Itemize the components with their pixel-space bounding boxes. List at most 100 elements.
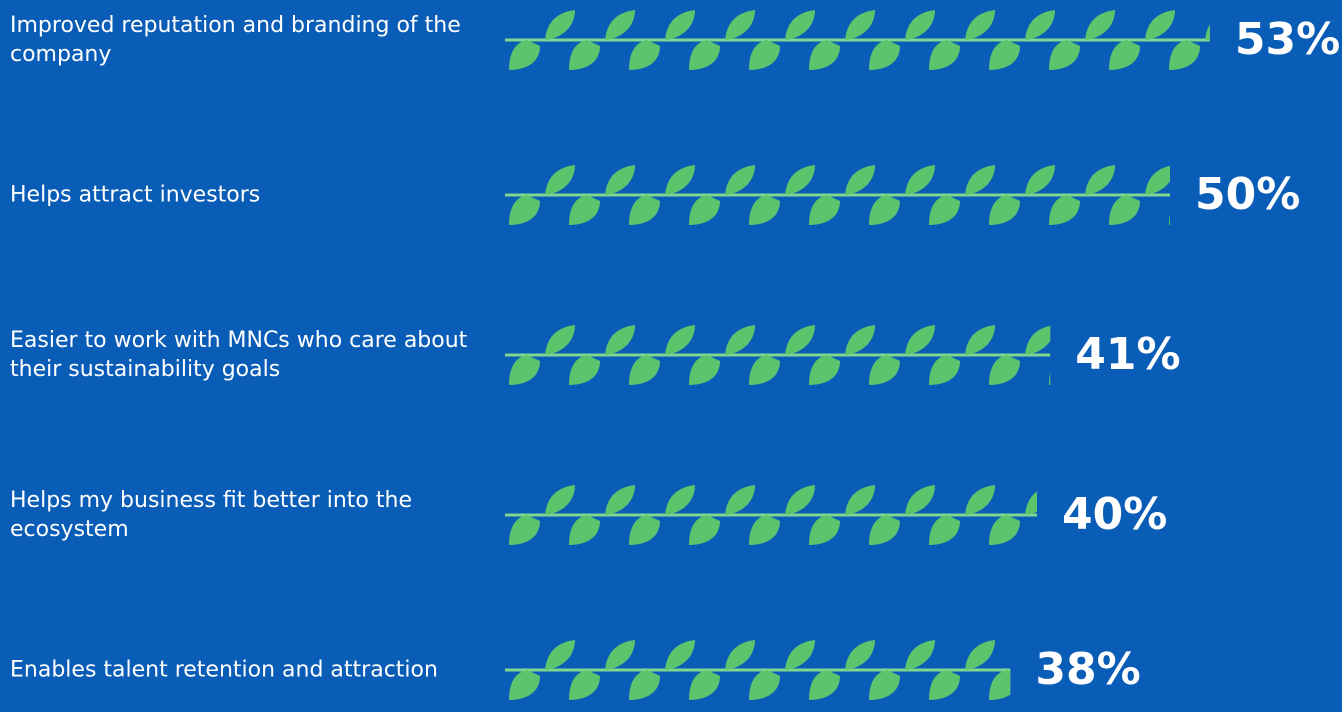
leaf: [665, 640, 695, 670]
leaf: [785, 10, 815, 40]
leaf: [1109, 195, 1140, 225]
leaf: [785, 165, 815, 195]
leaf: [1025, 165, 1055, 195]
leaf: [869, 355, 900, 385]
leaf: [1145, 10, 1175, 40]
leaf: [809, 670, 840, 700]
leaf: [785, 325, 815, 355]
leaf: [809, 195, 840, 225]
leaf: [689, 515, 720, 545]
leaf: [929, 355, 960, 385]
leaf: [1025, 325, 1051, 355]
leaf: [905, 165, 935, 195]
leaf: [929, 195, 960, 225]
leaf: [689, 670, 720, 700]
leaf: [869, 195, 900, 225]
leaf: [689, 40, 720, 70]
leaf: [665, 165, 695, 195]
leaf: [605, 485, 635, 515]
leaf: [509, 195, 540, 225]
leaf: [629, 195, 660, 225]
leaf: [905, 325, 935, 355]
leaf: [845, 165, 875, 195]
leaf: [905, 485, 935, 515]
leaf: [629, 515, 660, 545]
leaf: [965, 165, 995, 195]
leaf: [1025, 10, 1055, 40]
leaf: [1205, 24, 1210, 40]
leaf: [845, 10, 875, 40]
leaf: [989, 195, 1020, 225]
leaf: [725, 640, 755, 670]
leaf: [569, 355, 600, 385]
leaf: [869, 515, 900, 545]
leaf: [965, 485, 995, 515]
leaf: [869, 40, 900, 70]
leaf: [989, 670, 1011, 700]
leaf: [809, 515, 840, 545]
leaf: [749, 515, 780, 545]
leaf: [809, 40, 840, 70]
leaf: [929, 40, 960, 70]
vine: [505, 165, 1170, 225]
leaf: [845, 485, 875, 515]
leaf: [929, 515, 960, 545]
category-label: Enables talent retention and attraction: [10, 657, 438, 683]
leaf: [665, 325, 695, 355]
leaf: [569, 670, 600, 700]
value-label: 41%: [1075, 329, 1180, 380]
vine: [505, 10, 1210, 70]
value-label: 50%: [1195, 169, 1300, 220]
leaf: [725, 325, 755, 355]
leaf: [665, 485, 695, 515]
leaf: [509, 40, 540, 70]
leaf: [629, 40, 660, 70]
value-label: 53%: [1235, 14, 1340, 65]
leaf: [509, 515, 540, 545]
leaf: [605, 640, 635, 670]
leaf: [545, 325, 575, 355]
leaf: [989, 40, 1020, 70]
leaf: [845, 325, 875, 355]
leaf: [749, 355, 780, 385]
leaf: [1049, 372, 1051, 385]
category-label: Improved reputation and branding of the …: [10, 13, 461, 67]
leaf: [689, 355, 720, 385]
leaf: [869, 670, 900, 700]
leaf: [749, 195, 780, 225]
leaf: [785, 485, 815, 515]
leaf: [785, 640, 815, 670]
leaf: [905, 10, 935, 40]
leaf: [1145, 165, 1170, 195]
leaf: [929, 670, 960, 700]
leaf: [1085, 10, 1115, 40]
leaf: [989, 355, 1020, 385]
vine: [505, 640, 1011, 700]
leaf: [545, 640, 575, 670]
category-label: Helps my business fit better into the ec…: [10, 488, 412, 542]
leaf: [629, 355, 660, 385]
leaf: [689, 195, 720, 225]
leaf: [965, 10, 995, 40]
leaf: [605, 325, 635, 355]
leaf: [725, 165, 755, 195]
leaf: [1109, 40, 1140, 70]
leaf: [965, 325, 995, 355]
category-label: Easier to work with MNCs who care about …: [10, 328, 468, 382]
leaf: [809, 355, 840, 385]
leaf: [545, 10, 575, 40]
leaf: [1025, 491, 1037, 515]
leaf: [545, 165, 575, 195]
leaf: [605, 10, 635, 40]
leaf: [965, 640, 995, 670]
leaf: [1049, 195, 1080, 225]
value-label: 38%: [1035, 644, 1140, 695]
leaf: [749, 670, 780, 700]
leaf: [1169, 214, 1170, 225]
leaf: [749, 40, 780, 70]
leaf: [1169, 40, 1200, 70]
vine: [505, 325, 1051, 385]
leaf: [509, 355, 540, 385]
leaf: [845, 640, 875, 670]
